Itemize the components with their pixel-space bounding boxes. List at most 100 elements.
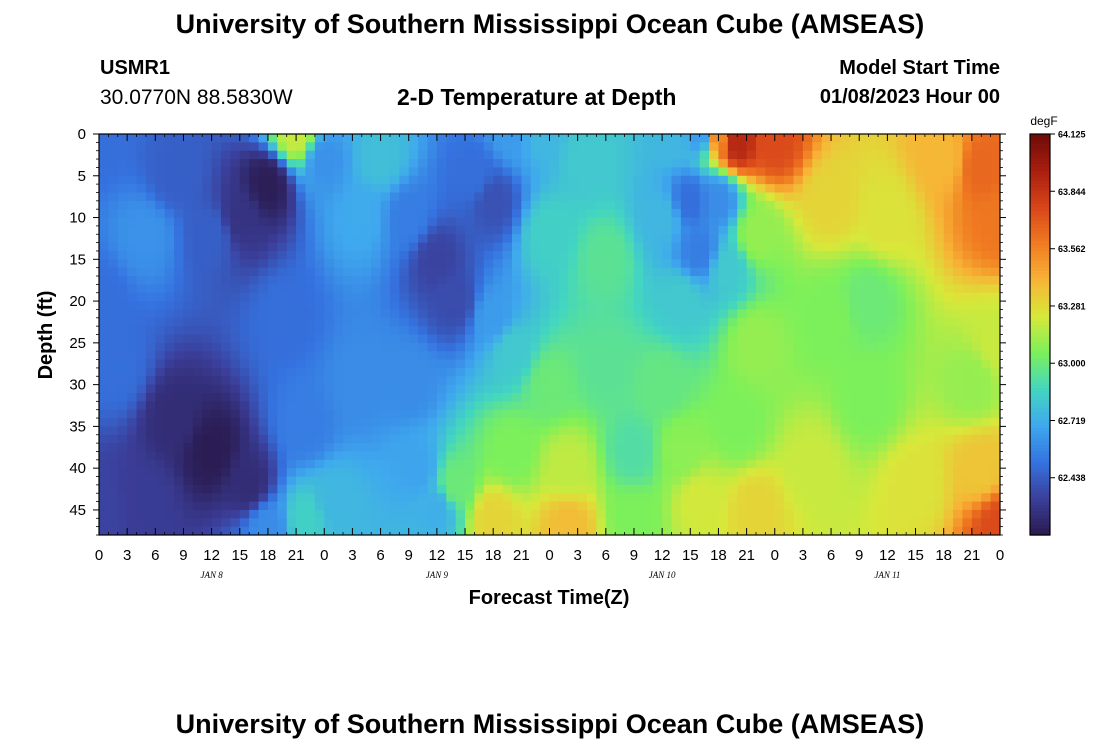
heatmap-cell (296, 267, 307, 277)
heatmap-cell (962, 192, 973, 202)
heatmap-cell (953, 443, 964, 453)
heatmap-cell (277, 134, 288, 143)
heatmap-cell (174, 451, 185, 461)
heatmap-cell (558, 392, 569, 402)
heatmap-cell (427, 142, 438, 152)
heatmap-cell (615, 200, 626, 210)
heatmap-cell (511, 192, 522, 202)
heatmap-cell (943, 351, 954, 361)
heatmap-cell (624, 384, 635, 394)
heatmap-cell (746, 526, 757, 535)
heatmap-cell (953, 284, 964, 294)
heatmap-cell (699, 142, 710, 152)
heatmap-cell (812, 309, 823, 319)
heatmap-cell (117, 175, 128, 185)
heatmap-cell (296, 401, 307, 411)
x-tick-label: 21 (738, 547, 755, 564)
heatmap-cell (117, 142, 128, 152)
heatmap-cell (314, 292, 325, 302)
heatmap-cell (990, 418, 1000, 427)
heatmap-cell (136, 342, 147, 352)
heatmap-cell (877, 175, 888, 185)
heatmap-cell (174, 367, 185, 377)
heatmap-cell (221, 434, 231, 444)
heatmap-cell (540, 468, 551, 478)
heatmap-cell (934, 518, 945, 528)
heatmap-cell (906, 409, 917, 419)
heatmap-cell (183, 334, 194, 344)
heatmap-cell (530, 384, 541, 394)
heatmap-cell (615, 292, 626, 302)
heatmap-cell (549, 459, 560, 469)
heatmap-cell (849, 384, 860, 394)
heatmap-cell (915, 276, 926, 285)
heatmap-cell (258, 342, 269, 352)
heatmap-cell (389, 342, 400, 352)
heatmap-cell (249, 459, 260, 469)
heatmap-cell (192, 384, 203, 394)
heatmap-cell (343, 150, 354, 160)
heatmap-cell (380, 468, 391, 478)
heatmap-cell (812, 459, 823, 469)
heatmap-cell (662, 426, 673, 436)
heatmap-cell (718, 309, 729, 319)
heatmap-cell (446, 317, 457, 327)
heatmap-cell (192, 518, 203, 528)
heatmap-cell (793, 242, 804, 252)
heatmap-cell (746, 259, 757, 269)
heatmap-cell (915, 209, 926, 219)
heatmap-cell (239, 501, 250, 511)
heatmap-cell (981, 142, 992, 152)
heatmap-cell (821, 359, 832, 369)
heatmap-cell (174, 184, 185, 194)
heatmap-cell (202, 209, 213, 219)
heatmap-cell (117, 317, 128, 327)
heatmap-cell (399, 434, 410, 444)
heatmap-cell (389, 509, 400, 519)
heatmap-cell (709, 159, 720, 169)
heatmap-cell (239, 292, 250, 302)
heatmap-cell (202, 284, 213, 294)
heatmap-cell (558, 225, 569, 235)
heatmap-cell (427, 392, 438, 402)
heatmap-cell (230, 142, 241, 152)
heatmap-cell (305, 367, 316, 377)
heatmap-cell (511, 184, 522, 194)
heatmap-cell (249, 526, 260, 535)
heatmap-cell (558, 443, 569, 453)
heatmap-field (99, 134, 1000, 535)
heatmap-cell (183, 192, 194, 202)
heatmap-cell (455, 359, 466, 369)
heatmap-cell (774, 225, 785, 235)
heatmap-cell (502, 242, 513, 252)
heatmap-cell (549, 209, 560, 219)
heatmap-cell (427, 468, 438, 478)
heatmap-cell (680, 518, 691, 528)
heatmap-cell (624, 334, 635, 344)
heatmap-cell (709, 259, 720, 269)
heatmap-cell (493, 501, 504, 511)
heatmap-cell (793, 267, 804, 277)
heatmap-cell (981, 167, 992, 177)
heatmap-cell (530, 359, 541, 369)
heatmap-cell (587, 351, 598, 361)
heatmap-cell (953, 426, 964, 436)
heatmap-cell (643, 225, 654, 235)
heatmap-cell (774, 184, 785, 194)
heatmap-cell (990, 434, 1000, 444)
heatmap-cell (718, 443, 729, 453)
heatmap-cell (990, 451, 1000, 461)
heatmap-cell (915, 267, 926, 277)
heatmap-cell (155, 167, 166, 177)
heatmap-cell (493, 234, 504, 244)
heatmap-cell (155, 175, 166, 185)
heatmap-cell (774, 284, 785, 294)
heatmap-cell (924, 326, 935, 336)
heatmap-cell (174, 392, 185, 402)
heatmap-cell (849, 217, 860, 227)
heatmap-cell (680, 276, 691, 285)
heatmap-cell (624, 242, 635, 252)
heatmap-cell (605, 200, 616, 210)
heatmap-cell (455, 409, 466, 419)
heatmap-cell (305, 292, 316, 302)
